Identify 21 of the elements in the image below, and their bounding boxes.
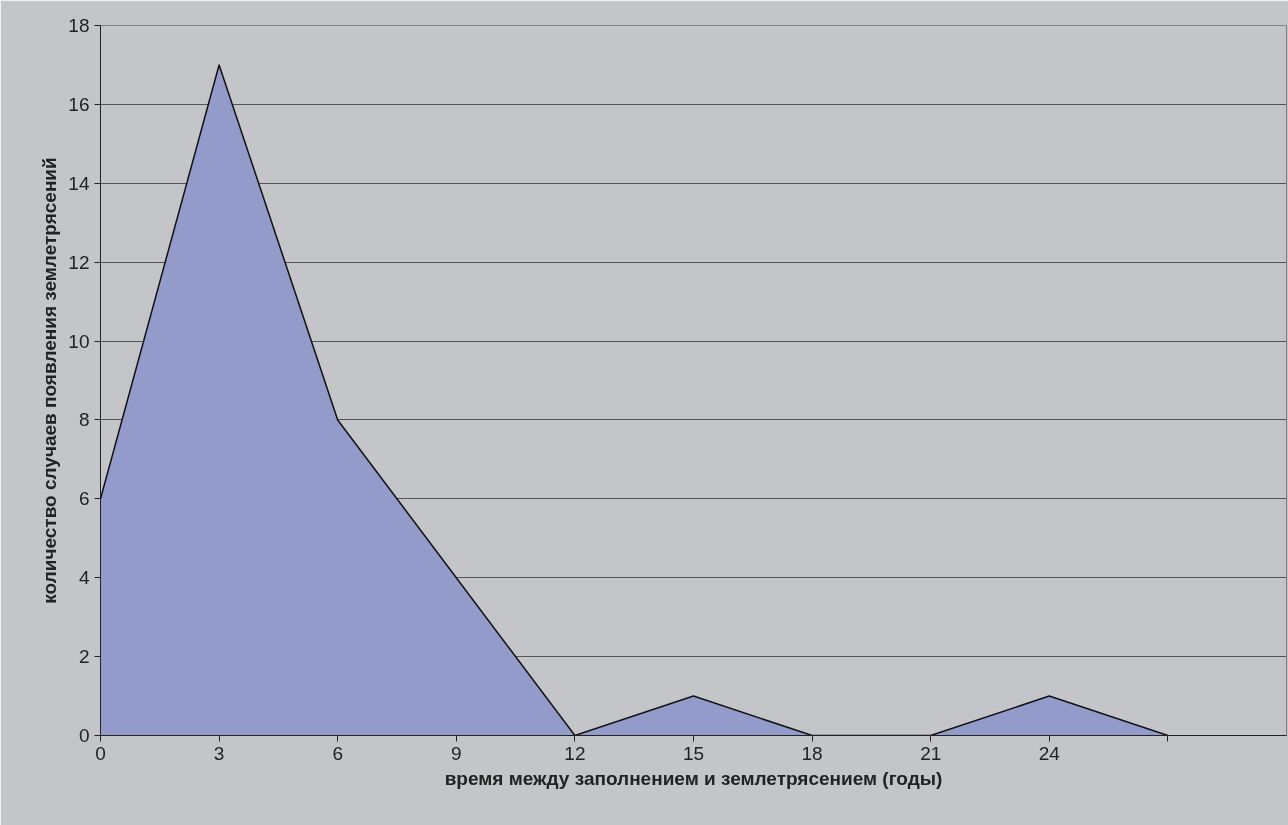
y-tick-label: 10 xyxy=(68,330,90,352)
x-tick-label: 24 xyxy=(1038,742,1061,764)
y-tick-label: 12 xyxy=(68,251,90,273)
x-tick-label: 15 xyxy=(682,742,705,764)
x-tick-label: 3 xyxy=(213,742,225,764)
y-axis-title: количество случаев появления землетрясений xyxy=(39,157,61,604)
x-tick-label: 18 xyxy=(801,742,823,764)
y-tick-label: 18 xyxy=(68,15,90,36)
x-tick-label: 6 xyxy=(332,742,343,764)
x-tick-label: 0 xyxy=(95,742,106,764)
y-tick-label: 8 xyxy=(78,409,90,431)
y-tick-label: 6 xyxy=(78,488,90,510)
x-tick-label: 21 xyxy=(920,742,942,764)
y-tick-label: 0 xyxy=(78,725,90,746)
x-axis-title: время между заполнением и землетрясением (годы) xyxy=(444,767,943,789)
x-tick-label: 9 xyxy=(451,742,462,764)
y-tick-label: 4 xyxy=(78,567,90,589)
y-tick-label: 16 xyxy=(68,93,90,115)
y-tick-label: 2 xyxy=(78,646,90,668)
x-tick-label: 12 xyxy=(564,742,586,764)
y-tick-label: 14 xyxy=(68,172,90,194)
